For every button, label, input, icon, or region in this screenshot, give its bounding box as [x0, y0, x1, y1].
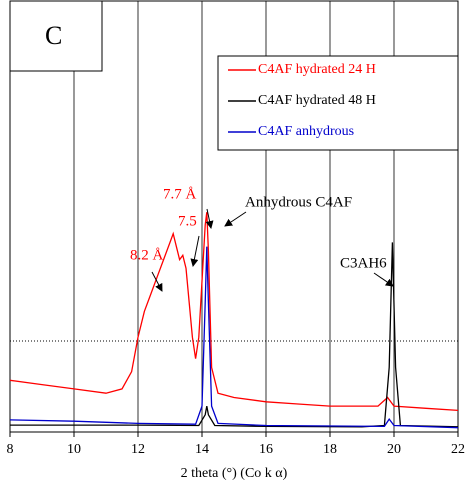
x-axis-label: 2 theta (°) (Co k α) — [181, 466, 288, 481]
x-tick-label: 18 — [323, 442, 337, 457]
series-line — [9, 246, 459, 429]
x-tick-label: 16 — [259, 442, 273, 457]
panel-box — [9, 0, 103, 72]
annotation: C3AH6 — [340, 255, 387, 271]
legend-label: C4AF hydrated 24 H — [258, 62, 376, 77]
series-line — [9, 212, 459, 412]
x-tick-label: 20 — [387, 442, 401, 457]
panel-label: C — [45, 21, 62, 50]
annotation: 7.7 Å — [163, 186, 197, 202]
legend-label: C4AF hydrated 48 H — [258, 93, 376, 108]
x-tick-label: 14 — [195, 442, 209, 457]
arrows — [151, 208, 394, 292]
annotation: 8.2 Å — [130, 247, 164, 263]
annotation: 7.5 — [178, 213, 197, 229]
x-tick-label: 12 — [131, 442, 145, 457]
legend-label: C4AF anhydrous — [258, 124, 354, 139]
series-line — [10, 242, 459, 428]
x-tick-label: 22 — [451, 442, 465, 457]
annotation: Anhydrous C4AF — [245, 194, 352, 210]
legend-box — [217, 55, 459, 151]
x-tick-label: 8 — [7, 442, 14, 457]
x-tick-label: 10 — [67, 442, 81, 457]
